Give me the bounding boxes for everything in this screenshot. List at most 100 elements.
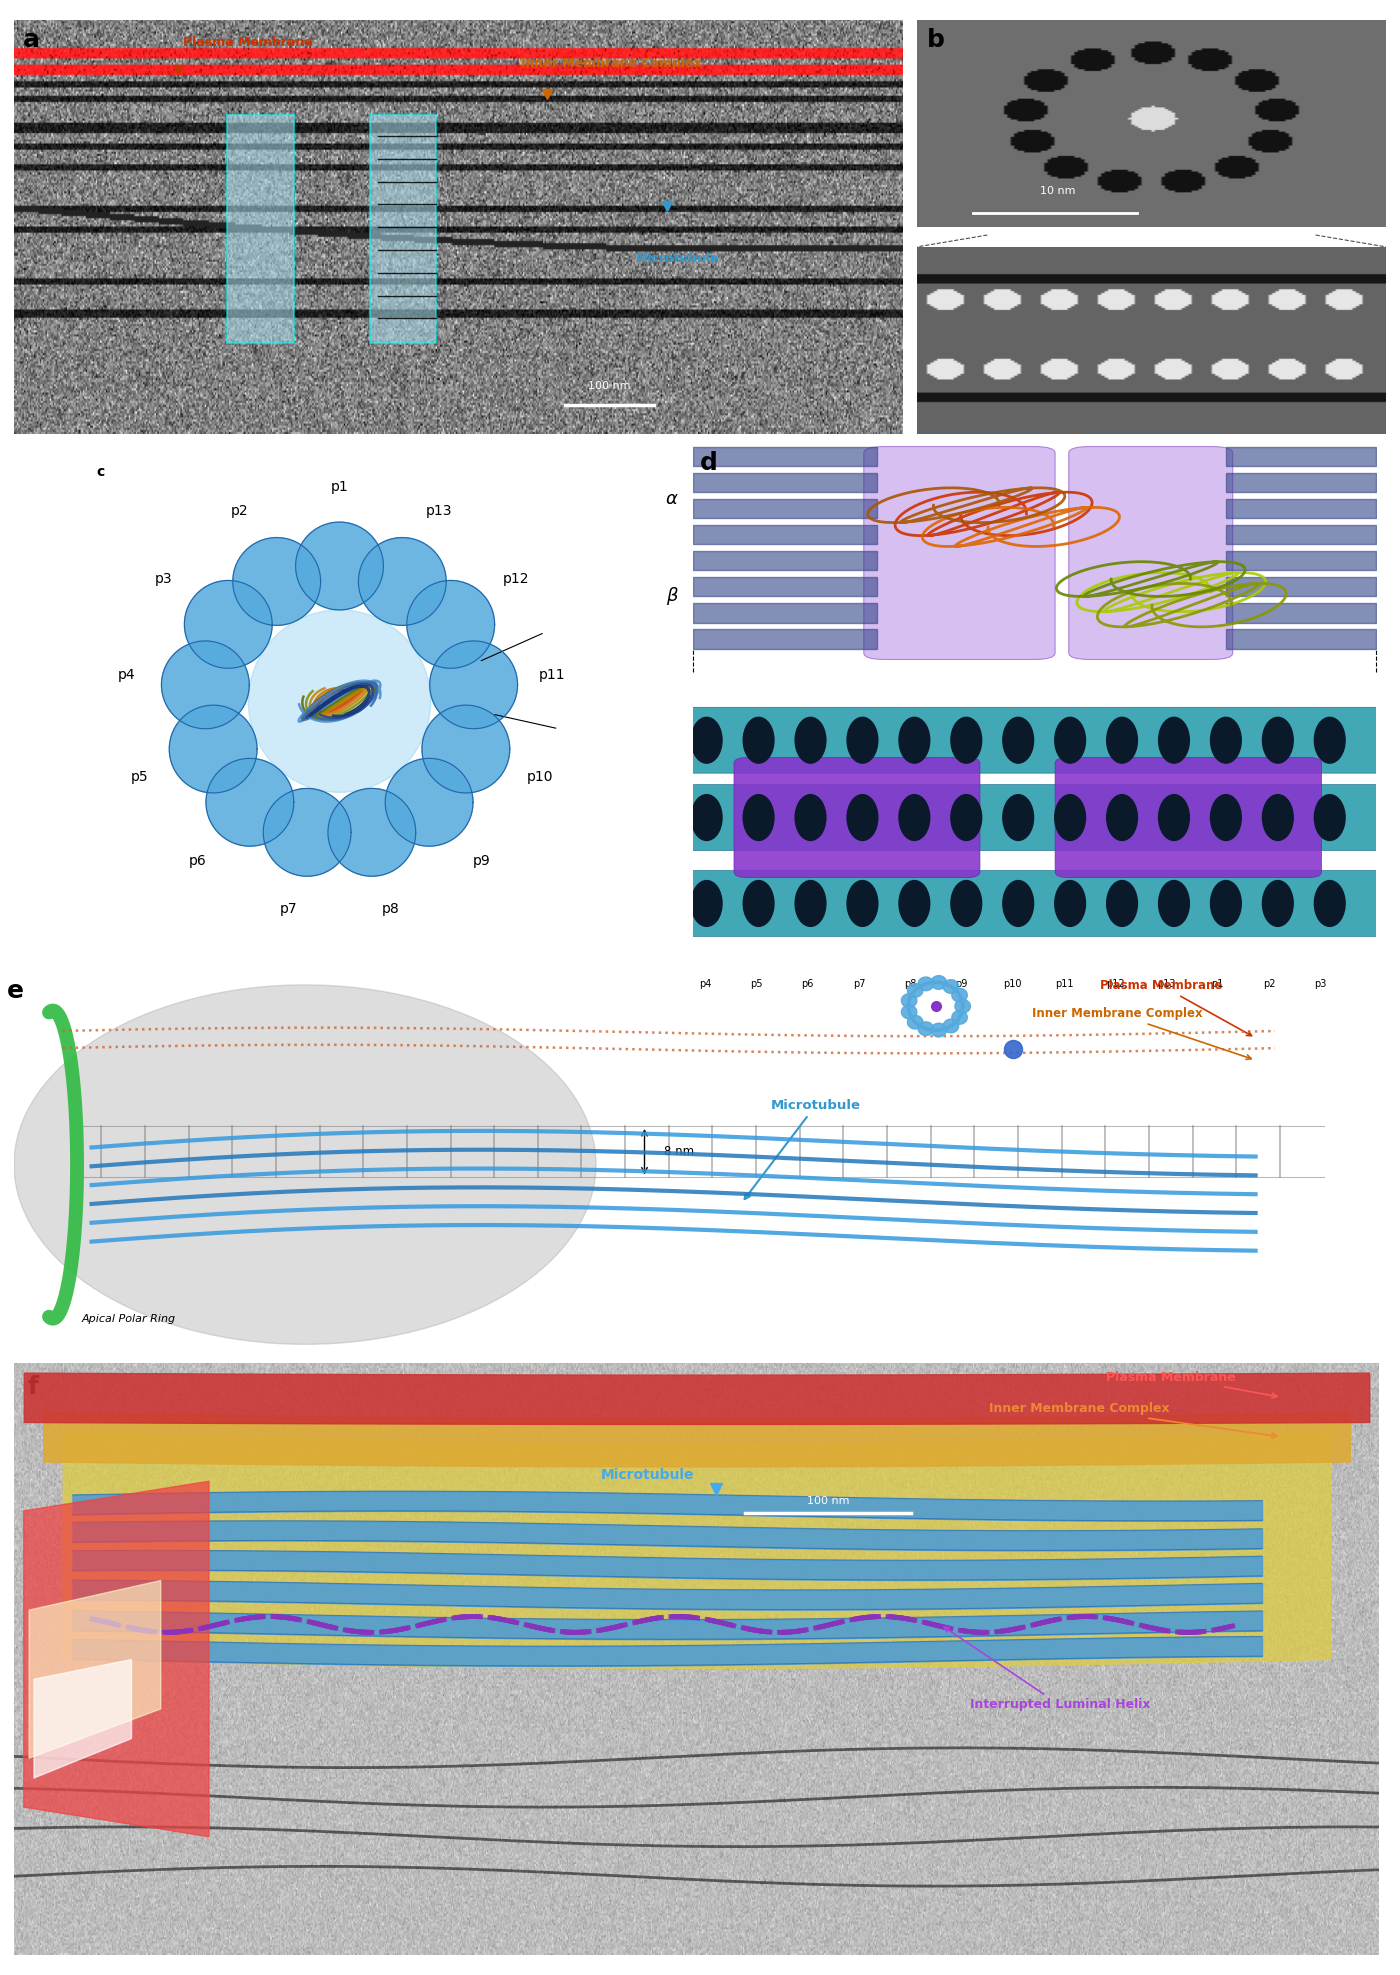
Polygon shape <box>358 537 447 626</box>
Polygon shape <box>955 999 970 1013</box>
Ellipse shape <box>847 881 878 926</box>
Polygon shape <box>931 976 946 989</box>
Ellipse shape <box>1211 881 1242 926</box>
Polygon shape <box>918 978 934 991</box>
Text: α: α <box>665 490 678 508</box>
Ellipse shape <box>1159 717 1190 762</box>
Text: p3: p3 <box>1315 978 1326 989</box>
Ellipse shape <box>1315 794 1345 841</box>
Polygon shape <box>944 1019 959 1033</box>
Ellipse shape <box>795 794 826 841</box>
Text: p2: p2 <box>231 504 249 519</box>
Polygon shape <box>421 705 510 792</box>
Polygon shape <box>206 758 294 845</box>
Polygon shape <box>263 788 351 877</box>
Text: 10 nm: 10 nm <box>1040 186 1075 196</box>
Polygon shape <box>169 705 258 792</box>
Ellipse shape <box>692 717 722 762</box>
Ellipse shape <box>1002 717 1033 762</box>
Text: p10: p10 <box>526 770 553 784</box>
Text: Inner Membrane Complex: Inner Membrane Complex <box>521 57 701 69</box>
Polygon shape <box>385 758 473 845</box>
Ellipse shape <box>847 717 878 762</box>
Ellipse shape <box>1159 881 1190 926</box>
Text: Microtubule: Microtubule <box>636 253 720 265</box>
Text: Inner Membrane Complex: Inner Membrane Complex <box>1033 1007 1252 1059</box>
Ellipse shape <box>951 794 981 841</box>
Text: f: f <box>28 1375 39 1398</box>
Text: p13: p13 <box>1158 978 1176 989</box>
Text: p5: p5 <box>750 978 763 989</box>
Text: p12: p12 <box>1106 978 1124 989</box>
Text: Inner Membrane Complex: Inner Membrane Complex <box>988 1402 1277 1438</box>
Ellipse shape <box>899 881 930 926</box>
Text: Plasma Membrane: Plasma Membrane <box>183 36 312 49</box>
Text: p12: p12 <box>503 573 529 587</box>
Polygon shape <box>430 642 518 729</box>
Ellipse shape <box>743 717 774 762</box>
Ellipse shape <box>899 717 930 762</box>
Ellipse shape <box>1159 794 1190 841</box>
Ellipse shape <box>1054 794 1085 841</box>
Ellipse shape <box>1263 794 1294 841</box>
Polygon shape <box>907 984 923 997</box>
Ellipse shape <box>795 717 826 762</box>
Text: Microtubule: Microtubule <box>601 1467 694 1483</box>
Text: β: β <box>665 587 678 606</box>
Text: p8: p8 <box>382 903 399 916</box>
Ellipse shape <box>743 794 774 841</box>
Polygon shape <box>902 1005 917 1019</box>
Text: p5: p5 <box>130 770 148 784</box>
Ellipse shape <box>1002 881 1033 926</box>
FancyBboxPatch shape <box>1068 446 1233 660</box>
Text: 100 nm: 100 nm <box>588 381 631 391</box>
Ellipse shape <box>1106 794 1137 841</box>
Polygon shape <box>952 1011 967 1025</box>
Polygon shape <box>931 1023 946 1037</box>
Text: Microtubule: Microtubule <box>745 1098 861 1199</box>
Ellipse shape <box>1263 881 1294 926</box>
Ellipse shape <box>899 794 930 841</box>
Polygon shape <box>24 1481 209 1837</box>
Ellipse shape <box>1002 794 1033 841</box>
Polygon shape <box>907 1015 923 1029</box>
Ellipse shape <box>1315 881 1345 926</box>
Ellipse shape <box>1263 717 1294 762</box>
Bar <box>370 115 437 344</box>
Text: p4: p4 <box>118 668 136 681</box>
Ellipse shape <box>1106 717 1137 762</box>
Polygon shape <box>295 521 384 610</box>
Text: p10: p10 <box>1004 978 1022 989</box>
Polygon shape <box>232 537 321 626</box>
Text: p6: p6 <box>802 978 813 989</box>
Text: Interrupted Luminal Helix: Interrupted Luminal Helix <box>944 1627 1149 1712</box>
Ellipse shape <box>1211 717 1242 762</box>
Text: Plasma Membrane: Plasma Membrane <box>1100 980 1252 1035</box>
Ellipse shape <box>951 717 981 762</box>
Ellipse shape <box>951 881 981 926</box>
Text: p7: p7 <box>280 903 297 916</box>
FancyBboxPatch shape <box>690 707 1379 772</box>
Text: p6: p6 <box>189 855 206 869</box>
Ellipse shape <box>847 794 878 841</box>
Polygon shape <box>918 1021 934 1035</box>
Text: d: d <box>700 450 718 474</box>
FancyBboxPatch shape <box>734 756 980 877</box>
Ellipse shape <box>1106 881 1137 926</box>
Text: e: e <box>7 980 24 1003</box>
Text: Plasma Membrane: Plasma Membrane <box>1106 1371 1277 1398</box>
Polygon shape <box>161 642 249 729</box>
Text: 8 nm: 8 nm <box>664 1146 694 1157</box>
Ellipse shape <box>1211 794 1242 841</box>
Text: p13: p13 <box>426 504 452 519</box>
Text: p7: p7 <box>853 978 865 989</box>
Ellipse shape <box>14 986 596 1345</box>
Polygon shape <box>407 581 494 668</box>
Text: 100 nm: 100 nm <box>806 1495 850 1505</box>
Polygon shape <box>944 980 959 993</box>
Text: p11: p11 <box>1054 978 1074 989</box>
Polygon shape <box>902 993 917 1007</box>
Text: a: a <box>22 28 39 51</box>
FancyBboxPatch shape <box>690 784 1379 851</box>
FancyBboxPatch shape <box>690 871 1379 936</box>
